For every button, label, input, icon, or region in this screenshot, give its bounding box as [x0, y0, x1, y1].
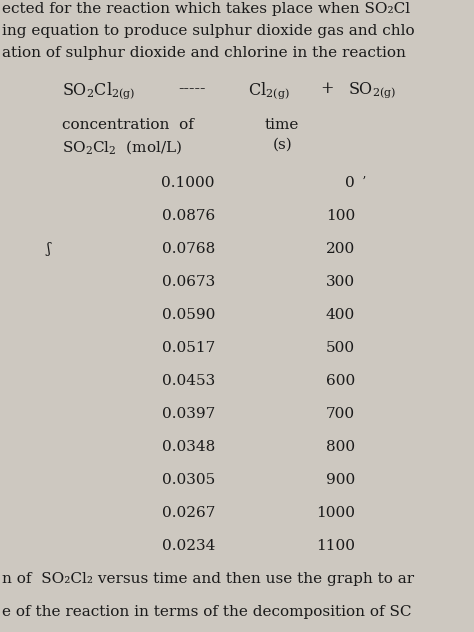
Text: 0.0267: 0.0267 — [162, 506, 215, 520]
Text: 900: 900 — [326, 473, 355, 487]
Text: $\mathregular{SO_2Cl_{2(g)}}$: $\mathregular{SO_2Cl_{2(g)}}$ — [62, 80, 136, 101]
Text: 200: 200 — [326, 242, 355, 256]
Text: ation of sulphur dioxide and chlorine in the reaction: ation of sulphur dioxide and chlorine in… — [2, 46, 406, 60]
Text: $\mathregular{SO_2Cl_2}$  (mol/L): $\mathregular{SO_2Cl_2}$ (mol/L) — [62, 138, 182, 156]
Text: 0: 0 — [345, 176, 355, 190]
Text: 0.0673: 0.0673 — [162, 275, 215, 289]
Text: 0.0305: 0.0305 — [162, 473, 215, 487]
Text: 1100: 1100 — [316, 539, 355, 553]
Text: n of  SO₂Cl₂ versus time and then use the graph to ar: n of SO₂Cl₂ versus time and then use the… — [2, 572, 414, 586]
Text: 0.0348: 0.0348 — [162, 440, 215, 454]
Text: 100: 100 — [326, 209, 355, 223]
Text: 600: 600 — [326, 374, 355, 388]
Text: 0.0397: 0.0397 — [162, 407, 215, 421]
Text: concentration  of: concentration of — [62, 118, 194, 132]
Text: 0.0517: 0.0517 — [162, 341, 215, 355]
Text: 0.0590: 0.0590 — [162, 308, 215, 322]
Text: $\mathregular{Cl_{2(g)}}$: $\mathregular{Cl_{2(g)}}$ — [248, 80, 290, 101]
Text: -----: ----- — [178, 80, 206, 97]
Text: 700: 700 — [326, 407, 355, 421]
Text: 300: 300 — [326, 275, 355, 289]
Text: 500: 500 — [326, 341, 355, 355]
Text: 0.0768: 0.0768 — [162, 242, 215, 256]
Text: 0.1000: 0.1000 — [162, 176, 215, 190]
Text: (s): (s) — [273, 138, 293, 152]
Text: $\mathregular{SO_{2(g)}}$: $\mathregular{SO_{2(g)}}$ — [348, 80, 396, 100]
Text: time: time — [265, 118, 300, 132]
Text: ʃ: ʃ — [46, 242, 50, 256]
Text: 0.0876: 0.0876 — [162, 209, 215, 223]
Text: ʼ: ʼ — [362, 176, 366, 189]
Text: 400: 400 — [326, 308, 355, 322]
Text: 0.0453: 0.0453 — [162, 374, 215, 388]
Text: ected for the reaction which takes place when SO₂Cl: ected for the reaction which takes place… — [2, 2, 410, 16]
Text: 0.0234: 0.0234 — [162, 539, 215, 553]
Text: 800: 800 — [326, 440, 355, 454]
Text: +: + — [320, 80, 334, 97]
Text: 1000: 1000 — [316, 506, 355, 520]
Text: e of the reaction in terms of the decomposition of SC: e of the reaction in terms of the decomp… — [2, 605, 411, 619]
Text: ing equation to produce sulphur dioxide gas and chlo: ing equation to produce sulphur dioxide … — [2, 24, 415, 38]
